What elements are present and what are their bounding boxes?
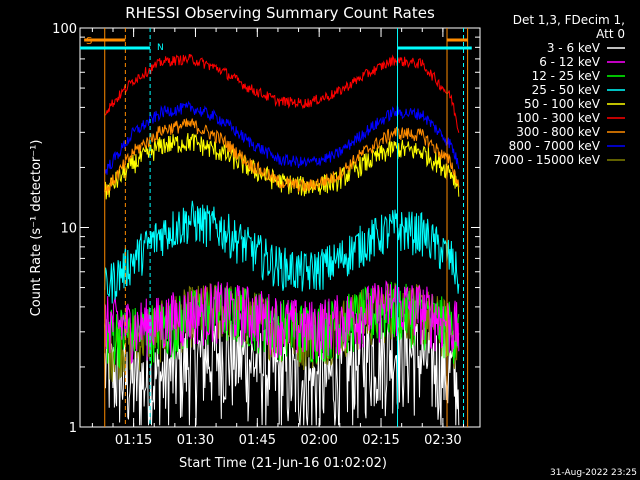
flag-label-n: N	[157, 43, 164, 53]
legend-label: 7000 - 15000 keV	[493, 153, 600, 167]
legend-label: 50 - 100 keV	[524, 97, 601, 111]
x-tick-label: 01:30	[177, 433, 214, 448]
x-axis-ticks: 01:15 01:30 01:45 02:00 02:15 02:30	[91, 28, 465, 448]
legend-label: 100 - 300 keV	[516, 111, 600, 125]
y-tick-label: 100	[52, 22, 77, 37]
y-tick-label: 10	[60, 222, 77, 237]
series-line	[104, 118, 460, 195]
flag-label-s: S	[86, 36, 92, 47]
legend-label: 25 - 50 keV	[532, 83, 601, 97]
legend-header-line2: Att 0	[596, 27, 625, 41]
legend-label: 300 - 800 keV	[516, 125, 600, 139]
y-axis-ticks: 1 10 100	[52, 22, 480, 436]
x-tick-label: 02:15	[362, 433, 399, 448]
x-tick-label: 02:30	[424, 433, 461, 448]
footer-timestamp: 31-Aug-2022 23:25	[550, 468, 637, 478]
y-axis-label: Count Rate (s⁻¹ detector⁻¹)	[29, 140, 44, 317]
legend-label: 800 - 7000 keV	[509, 139, 601, 153]
series-line	[104, 200, 460, 304]
x-tick-label: 02:00	[300, 433, 337, 448]
chart-title: RHESSI Observing Summary Count Rates	[125, 4, 435, 22]
series-line	[104, 133, 460, 200]
legend-header-line1: Det 1,3, FDecim 1,	[513, 13, 625, 27]
series-line	[104, 315, 460, 426]
legend-label: 6 - 12 keV	[539, 55, 601, 69]
series-line	[104, 280, 460, 365]
series-line	[104, 53, 460, 133]
legend-label: 3 - 6 keV	[547, 41, 601, 55]
x-tick-label: 01:15	[115, 433, 152, 448]
legend-label: 12 - 25 keV	[532, 69, 601, 83]
x-axis-label: Start Time (21-Jun-16 01:02:02)	[179, 456, 387, 471]
series-line	[104, 100, 460, 175]
y-tick-label: 1	[69, 421, 77, 436]
x-tick-label: 01:45	[239, 433, 276, 448]
